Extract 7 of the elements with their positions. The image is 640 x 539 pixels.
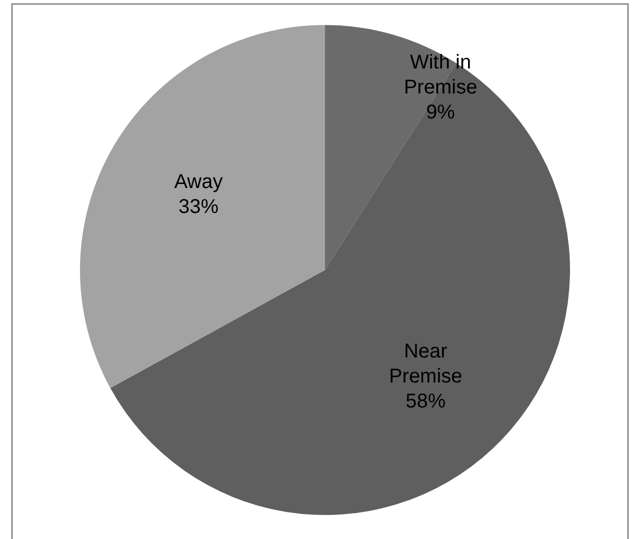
slice-label: Near Premise [388, 340, 462, 388]
data-label: 9% [426, 101, 456, 124]
slice-label: Away [174, 170, 223, 193]
pie-slice [80, 25, 325, 388]
slice-label: With in Premise [404, 51, 478, 98]
data-label: 33% [178, 196, 219, 218]
data-label: 58% [406, 390, 446, 412]
